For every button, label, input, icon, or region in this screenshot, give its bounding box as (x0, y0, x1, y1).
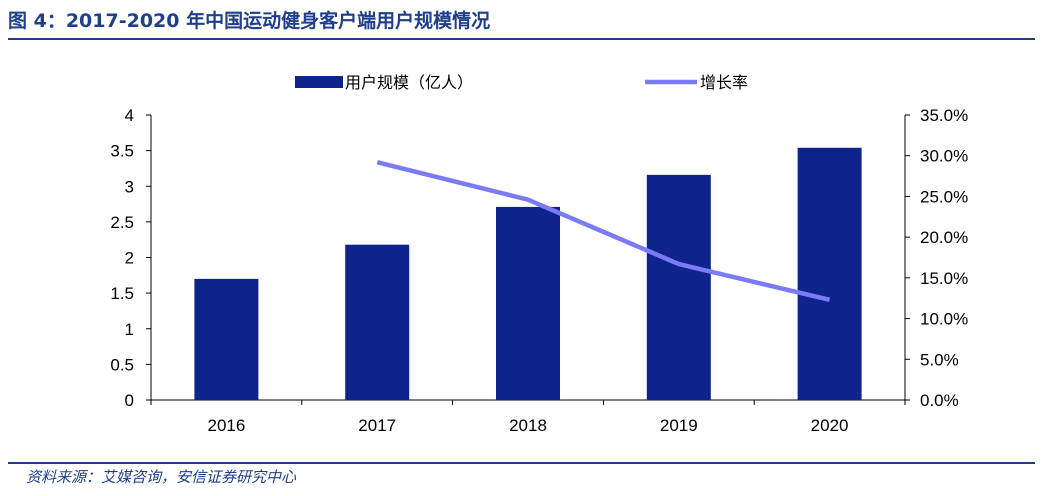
y-left-tick-label: 1.5 (110, 284, 134, 303)
title-rule (8, 38, 1035, 40)
legend-line-label: 增长率 (700, 74, 748, 92)
y-left-tick-label: 3 (125, 177, 134, 196)
x-tick-label: 2019 (660, 416, 698, 435)
y-right-tick-label: 10.0% (920, 310, 968, 329)
y-right-tick-label: 30.0% (920, 147, 968, 166)
source-note: 资料来源：艾媒咨询，安信证券研究中心 (26, 468, 297, 486)
legend-bar-swatch (295, 76, 343, 88)
y-left-tick-label: 0 (125, 391, 134, 410)
bar-2019 (646, 174, 711, 400)
y-right-tick-label: 5.0% (920, 350, 959, 369)
y-left-tick-label: 0.5 (110, 355, 134, 374)
x-tick-label: 2017 (358, 416, 396, 435)
x-tick-label: 2016 (207, 416, 245, 435)
y-right-tick-label: 20.0% (920, 228, 968, 247)
y-right-tick-label: 0.0% (920, 391, 959, 410)
bar-2016 (194, 278, 259, 400)
y-left-tick-label: 1 (125, 320, 134, 339)
bar-2018 (496, 206, 560, 400)
bar-2017 (345, 244, 410, 400)
y-right-tick-label: 35.0% (920, 106, 968, 125)
y-left-tick-label: 2.5 (110, 213, 134, 232)
y-left-tick-label: 3.5 (110, 142, 134, 161)
y-left-tick-label: 4 (125, 106, 134, 125)
bar-2020 (797, 147, 862, 400)
x-tick-label: 2018 (509, 416, 547, 435)
y-left-tick-label: 2 (125, 249, 134, 268)
figure-title: 图 4：2017-2020 年中国运动健身客户端用户规模情况 (8, 10, 491, 32)
x-tick-label: 2020 (811, 416, 849, 435)
y-right-tick-label: 15.0% (920, 269, 968, 288)
y-right-tick-label: 25.0% (920, 187, 968, 206)
growth-rate-line (376, 160, 831, 303)
legend-bar-label: 用户规模（亿人） (345, 74, 473, 92)
footer-rule (8, 462, 1035, 464)
